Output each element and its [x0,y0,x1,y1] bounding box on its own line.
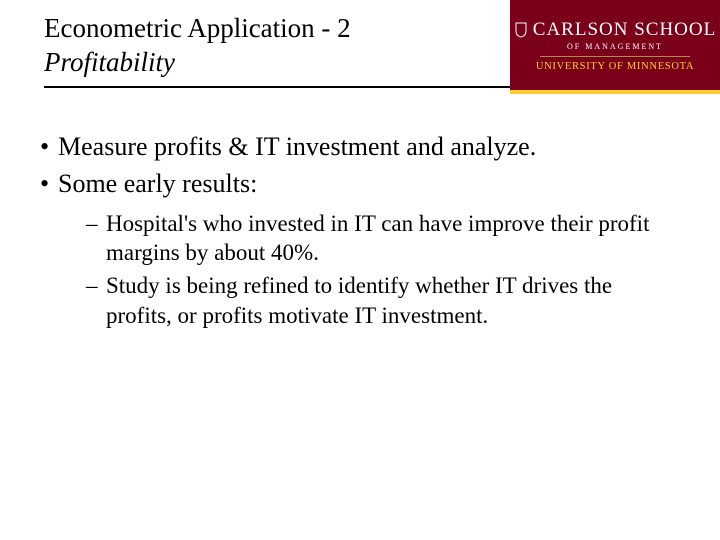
sub-bullet-text: Hospital's who invested in IT can have i… [106,209,678,268]
dash-icon: – [86,271,106,300]
logo-school-sub: OF MANAGEMENT [567,42,663,51]
title-block: Econometric Application - 2 Profitabilit… [44,12,474,79]
logo-text-main: CARLSON SCHOOL [533,19,716,40]
slide-title: Econometric Application - 2 [44,12,474,44]
logo-school-name: CARLSON SCHOOL [514,19,716,41]
logo-divider [540,56,690,57]
slide-subtitle: Profitability [44,46,474,78]
bullet-text: Measure profits & IT investment and anal… [58,130,678,163]
bullet-dot-icon: • [38,167,58,200]
bullet-text: Some early results: [58,167,678,200]
slide: Econometric Application - 2 Profitabilit… [0,0,720,540]
slide-header: Econometric Application - 2 Profitabilit… [0,0,720,94]
university-logo-block: CARLSON SCHOOL OF MANAGEMENT UNIVERSITY … [510,0,720,90]
slide-body: • Measure profits & IT investment and an… [38,130,678,334]
carlson-crest-icon [514,22,528,38]
bullet-item: • Measure profits & IT investment and an… [38,130,678,163]
dash-icon: – [86,209,106,238]
sub-bullet-list: – Hospital's who invested in IT can have… [86,209,678,331]
bullet-dot-icon: • [38,130,58,163]
bullet-item: • Some early results: [38,167,678,200]
logo-gold-bar [510,90,720,94]
sub-bullet-item: – Hospital's who invested in IT can have… [86,209,678,268]
sub-bullet-item: – Study is being refined to identify whe… [86,271,678,330]
logo-university-name: UNIVERSITY OF MINNESOTA [536,61,694,72]
sub-bullet-text: Study is being refined to identify wheth… [106,271,678,330]
